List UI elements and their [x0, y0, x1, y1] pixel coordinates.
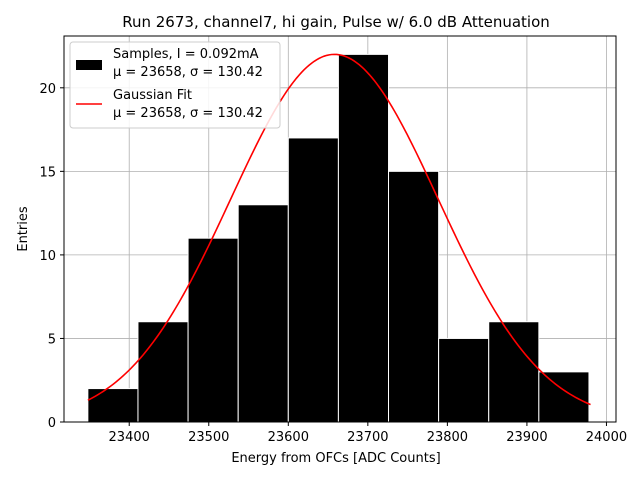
- y-axis-label: Entries: [16, 206, 31, 252]
- y-tick-label: 20: [39, 82, 56, 97]
- histogram-bar: [87, 388, 139, 423]
- x-axis-label: Energy from OFCs [ADC Counts]: [231, 451, 440, 466]
- histogram-bar: [137, 321, 189, 423]
- histogram-bar: [388, 170, 440, 423]
- x-tick-label: 23700: [347, 430, 388, 445]
- x-tick-label: 23400: [109, 430, 150, 445]
- histogram-bar: [287, 137, 339, 423]
- histogram-bar: [488, 321, 540, 423]
- legend-samples-line2: μ = 23658, σ = 130.42: [113, 65, 263, 80]
- y-axis-ticks: 0 5 10 15 20: [39, 82, 64, 431]
- histogram-bar: [438, 337, 490, 423]
- histogram-bar: [538, 371, 590, 423]
- x-tick-label: 23800: [427, 430, 468, 445]
- histogram-bar: [187, 237, 239, 423]
- legend-samples-line1: Samples, I = 0.092mA: [113, 47, 259, 62]
- gaussian-fit-curve: [87, 53, 591, 406]
- x-axis-ticks: 23400 23500 23600 23700 23800 23900 24000: [109, 422, 627, 445]
- gaussian-fit-layer: [87, 53, 591, 406]
- x-tick-label: 23600: [268, 430, 309, 445]
- legend-swatch-samples: [76, 60, 102, 70]
- legend-fit-line1: Gaussian Fit: [113, 88, 192, 103]
- legend: Samples, I = 0.092mA μ = 23658, σ = 130.…: [69, 41, 281, 129]
- y-tick-label: 10: [39, 249, 56, 264]
- x-tick-label: 23500: [188, 430, 229, 445]
- plot-frame: [63, 35, 617, 423]
- histogram-bars: [87, 53, 590, 423]
- legend-fit-line2: μ = 23658, σ = 130.42: [113, 106, 263, 121]
- y-tick-label: 0: [48, 416, 56, 431]
- histogram-bar: [237, 204, 289, 423]
- legend-frame: [69, 41, 281, 129]
- chart-title: Run 2673, channel7, hi gain, Pulse w/ 6.…: [122, 13, 550, 31]
- histogram-bar: [337, 53, 390, 423]
- x-tick-label: 24000: [586, 430, 627, 445]
- x-tick-label: 23900: [506, 430, 547, 445]
- y-tick-label: 5: [48, 332, 56, 347]
- y-tick-label: 15: [39, 165, 56, 180]
